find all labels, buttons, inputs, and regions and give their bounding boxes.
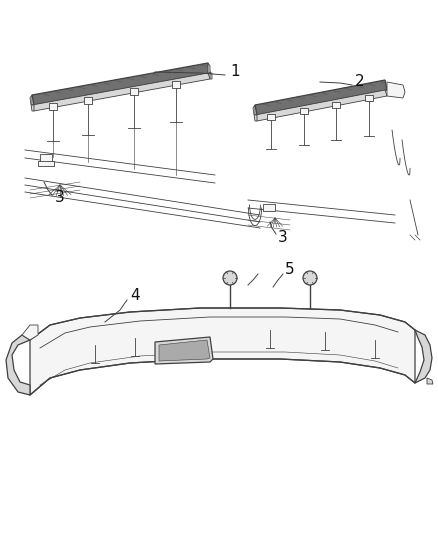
Bar: [38, 161, 54, 166]
Circle shape: [303, 271, 317, 285]
Polygon shape: [255, 90, 387, 121]
Bar: [172, 81, 180, 88]
Bar: [49, 103, 57, 110]
Bar: [365, 95, 374, 101]
Text: 2: 2: [355, 75, 364, 90]
Text: 3: 3: [55, 190, 65, 206]
Polygon shape: [253, 105, 257, 121]
Bar: [40, 154, 52, 162]
Text: 1: 1: [230, 64, 240, 79]
Bar: [332, 101, 339, 108]
Bar: [300, 108, 308, 114]
Polygon shape: [6, 335, 30, 395]
Text: 4: 4: [130, 288, 140, 303]
Polygon shape: [387, 82, 405, 98]
Bar: [130, 88, 138, 95]
Text: 5: 5: [285, 262, 295, 278]
Bar: [267, 114, 275, 120]
Bar: [263, 204, 275, 211]
Polygon shape: [22, 325, 38, 340]
Polygon shape: [208, 63, 212, 79]
Polygon shape: [30, 308, 415, 395]
Polygon shape: [255, 80, 387, 115]
Polygon shape: [155, 337, 213, 364]
Polygon shape: [32, 63, 210, 105]
Polygon shape: [30, 95, 34, 111]
Text: 3: 3: [278, 230, 288, 246]
Polygon shape: [427, 378, 433, 384]
Polygon shape: [159, 340, 210, 361]
Polygon shape: [32, 73, 210, 111]
Circle shape: [223, 271, 237, 285]
Polygon shape: [415, 330, 432, 383]
Bar: [85, 97, 92, 104]
